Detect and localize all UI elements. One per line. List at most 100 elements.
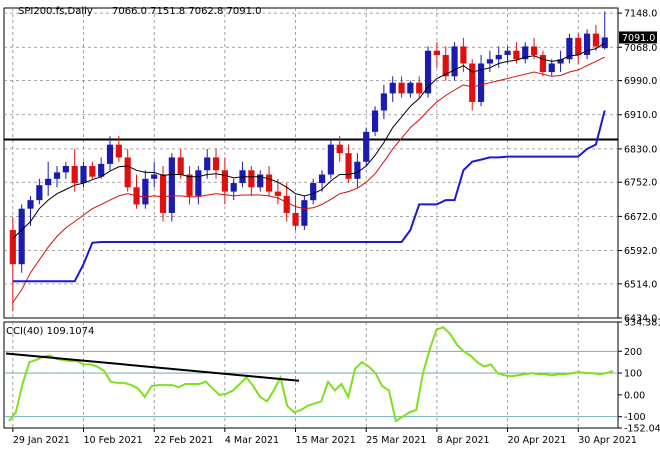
- candle-body: [257, 174, 264, 188]
- candle-body: [504, 50, 511, 55]
- price-tick-label: 7068.0: [624, 43, 657, 54]
- candle-body: [327, 144, 334, 175]
- indicator-tick-label: 200: [624, 347, 642, 358]
- price-grid: [3, 7, 619, 319]
- candle-body: [212, 157, 220, 171]
- candle-body: [221, 170, 228, 192]
- candle-body: [583, 33, 591, 55]
- price-axis: 7148.0 7068.0 6990.0 6910.0 6830.0 6752.0 6672…: [618, 9, 657, 325]
- price-panel-title: SPI200.fs,Daily: [18, 6, 93, 17]
- candle-body: [557, 59, 564, 64]
- indicator-tick-label: 0.00: [624, 390, 645, 401]
- candle-body: [601, 37, 608, 49]
- candle-body: [186, 174, 193, 196]
- candle-body: [363, 131, 370, 162]
- candle-body: [265, 174, 273, 192]
- candle-body: [168, 157, 175, 213]
- candle-body: [548, 63, 555, 73]
- candle-body: [398, 82, 405, 94]
- candle-body: [115, 144, 122, 158]
- price-tick-label: 7148.0: [624, 9, 657, 20]
- indicator-tick-label: -100: [624, 412, 646, 423]
- indicator-panel-title: CCI(40) 109.1074: [6, 326, 94, 337]
- candle-body: [371, 110, 379, 132]
- candle-body: [45, 178, 52, 186]
- price-tick-label: 6752.0: [624, 178, 657, 189]
- candle-body: [89, 165, 96, 177]
- candle-body: [27, 200, 34, 209]
- candle-body: [380, 93, 387, 111]
- candle-body: [71, 165, 78, 184]
- candle-body: [433, 50, 440, 55]
- time-tick-label: 15 Mar 2021: [296, 435, 356, 446]
- candle-body: [451, 46, 458, 77]
- candle-body: [301, 200, 308, 226]
- candle-body: [80, 165, 87, 184]
- candle-body: [486, 59, 493, 64]
- time-tick-label: 8 Apr 2021: [437, 435, 490, 446]
- candle-body: [62, 165, 69, 173]
- slow-moving-average-line: [12, 56, 605, 303]
- price-tick-label: 6990.0: [624, 76, 657, 87]
- candle-body: [354, 161, 361, 179]
- candle-body: [495, 54, 502, 60]
- current-price-badge: [619, 31, 657, 44]
- candle-body: [592, 33, 600, 47]
- indicator-lines-layer: [5, 326, 614, 423]
- candle-body: [424, 50, 432, 94]
- candle-body: [274, 191, 281, 196]
- time-tick-label: 4 Mar 2021: [225, 435, 279, 446]
- candle-body: [575, 37, 582, 55]
- candle-body: [283, 195, 290, 213]
- candle-body: [522, 46, 529, 60]
- time-axis: 29 Jan 2021 10 Feb 2021 22 Feb 2021 4 Mar 2…: [12, 428, 637, 446]
- candle-body: [318, 174, 326, 184]
- candle-body: [9, 230, 16, 265]
- indicator-tick-label: 100: [624, 369, 642, 380]
- price-lines-layer: [12, 42, 606, 303]
- candle-body: [98, 163, 105, 177]
- candle-body: [230, 183, 237, 192]
- indicator-tick-label: 334.3816: [624, 318, 660, 329]
- time-tick-label: 25 Mar 2021: [366, 435, 426, 446]
- candle-body: [36, 185, 43, 201]
- candle-body: [18, 208, 25, 265]
- candle-body: [513, 50, 520, 60]
- cci-trendline: [5, 352, 300, 382]
- candle-body: [310, 183, 317, 201]
- candle-body: [477, 63, 485, 102]
- candle-body: [442, 54, 449, 77]
- candle-body: [248, 170, 255, 188]
- candle-body: [204, 157, 211, 171]
- indicator-axis: 334.3816 200 100 0.00 -100-152.042: [618, 318, 660, 435]
- candle-body: [539, 54, 546, 73]
- candle-body: [151, 174, 158, 179]
- price-tick-label: 6910.0: [624, 110, 657, 121]
- price-ohlc-values: 7066.0 7151.8 7062.8 7091.0: [112, 6, 262, 17]
- candle-body: [195, 170, 202, 196]
- cci-line: [8, 326, 614, 423]
- time-tick-label: 22 Feb 2021: [154, 435, 213, 446]
- time-tick-label: 29 Jan 2021: [13, 435, 70, 446]
- candle-body: [142, 178, 149, 205]
- candle-body: [407, 82, 414, 94]
- price-tick-label: 6592.0: [624, 246, 657, 257]
- candles-layer: [9, 11, 608, 312]
- candle-body: [416, 82, 423, 94]
- time-tick-label: 20 Apr 2021: [508, 435, 567, 446]
- candle-body: [159, 174, 167, 213]
- current-price-label: 7091.0: [622, 33, 655, 44]
- candle-body: [460, 46, 467, 64]
- time-tick-label: 30 Apr 2021: [578, 435, 637, 446]
- time-tick-label: 10 Feb 2021: [84, 435, 143, 446]
- candle-body: [106, 144, 114, 164]
- fast-moving-average-line: [12, 42, 605, 239]
- candle-body: [530, 46, 538, 55]
- price-tick-label: 6434.0: [624, 314, 657, 325]
- indicator-tick-label: -152.042: [624, 424, 660, 435]
- candle-body: [566, 37, 573, 60]
- candle-body: [469, 63, 476, 102]
- candle-body: [292, 212, 299, 226]
- price-tick-label: 6830.0: [624, 144, 657, 155]
